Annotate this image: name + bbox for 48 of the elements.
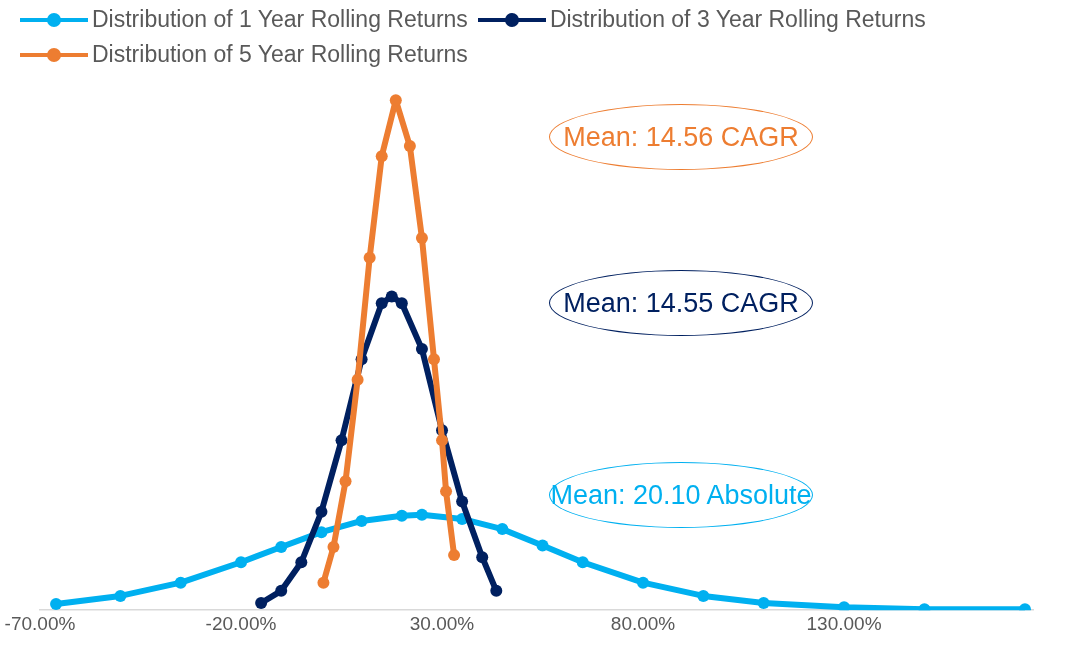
oval-callout: Mean: 20.10 Absolute <box>549 462 813 528</box>
x-tick-label: 30.00% <box>409 612 475 634</box>
point <box>448 549 461 562</box>
point <box>536 539 549 552</box>
x-tick-label: 80.00% <box>610 612 676 634</box>
point <box>174 576 187 589</box>
x-tick-label: 130.00% <box>806 612 882 634</box>
point <box>395 509 408 522</box>
point <box>235 556 248 569</box>
point <box>403 140 416 153</box>
point <box>427 353 440 366</box>
point <box>490 584 503 597</box>
point <box>339 475 352 488</box>
point <box>363 251 376 264</box>
point <box>476 551 489 564</box>
point <box>317 576 330 589</box>
point <box>415 231 428 244</box>
point <box>637 576 650 589</box>
point <box>576 556 589 569</box>
point <box>385 290 398 303</box>
legend-label: Distribution of 3 Year Rolling Returns <box>549 6 926 33</box>
point <box>697 589 710 602</box>
point <box>375 297 388 310</box>
point <box>395 297 408 310</box>
point <box>295 556 308 569</box>
point <box>436 434 449 447</box>
point <box>375 150 388 163</box>
point <box>440 485 453 498</box>
x-tick-label: -70.00% <box>4 612 76 634</box>
legend-label: Distribution of 1 Year Rolling Returns <box>92 6 468 33</box>
point <box>114 589 127 602</box>
point <box>50 598 63 611</box>
point <box>355 514 368 527</box>
point <box>415 343 428 356</box>
point <box>275 540 288 553</box>
point <box>255 597 268 610</box>
point <box>315 505 328 518</box>
point <box>415 508 428 521</box>
legend-label: Distribution of 5 Year Rolling Returns <box>92 41 468 68</box>
point <box>838 601 851 611</box>
point <box>335 434 348 447</box>
point <box>275 584 288 597</box>
point <box>496 523 509 536</box>
point <box>351 373 364 386</box>
x-tick-label: -20.00% <box>205 612 277 634</box>
point <box>456 495 469 508</box>
point <box>327 540 340 553</box>
point <box>757 597 770 610</box>
